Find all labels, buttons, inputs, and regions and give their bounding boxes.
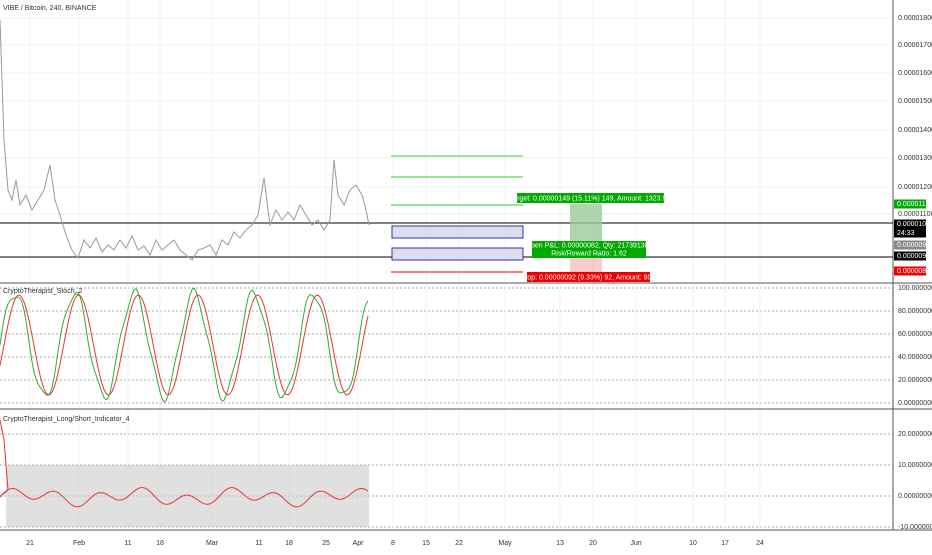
price-label: 0.00001500 <box>898 98 932 105</box>
price-tag <box>894 219 926 229</box>
price-tag <box>894 199 926 209</box>
price-label: 0.00001300 <box>898 155 932 162</box>
time-label: 15 <box>422 540 430 547</box>
target-label: Target: 0.00000149 (15.11%) 149, Amount:… <box>510 195 671 202</box>
axis-label: 100.00000000 <box>898 285 932 292</box>
target-box <box>517 193 664 203</box>
price-tag <box>894 240 926 250</box>
price-label: 0.00001700 <box>898 42 932 49</box>
stop-label: Stop: 0.00000092 (9.33%) 92, Amount: 800 <box>521 274 656 281</box>
price-line <box>0 19 370 261</box>
indicator-name: CryptoTherapist_Stoch_2 <box>3 288 82 295</box>
pnl-label: Open P&L: 0.00000082, Qty: 217391304 <box>526 242 653 249</box>
axis-label: 80.00000000 <box>898 308 932 315</box>
time-label: Mar <box>206 540 219 547</box>
price-tag-label: 0.00000894 <box>897 268 932 275</box>
price-tag <box>894 251 926 261</box>
price-tag-label: 0.00001068 <box>897 221 932 228</box>
time-label: 18 <box>156 540 164 547</box>
axis-label: -10.00000000 <box>898 524 932 531</box>
time-label: 8 <box>391 540 395 547</box>
price-label: 0.00001200 <box>898 184 932 191</box>
stoch-fast <box>0 287 369 403</box>
time-label: 25 <box>322 540 330 547</box>
price-tag-label: 0.00001135 <box>897 201 932 208</box>
axis-label: 10.00000000 <box>898 462 932 469</box>
time-label: Apr <box>353 540 365 547</box>
time-label: May <box>498 540 512 547</box>
time-label: 20 <box>589 540 597 547</box>
price-label: 0.00001100 <box>898 211 932 218</box>
price-tag <box>894 228 926 238</box>
profit-zone <box>570 204 602 242</box>
dynamic-layer: 0.00001800 0.00001700 0.00001600 0.00001500… <box>0 15 932 547</box>
indicator-name: CryptoTherapist_Long/Short_Indicator_4 <box>3 416 130 423</box>
time-label: Feb <box>73 540 85 547</box>
pnl-box <box>532 241 646 258</box>
rr-label: Risk/Reward Ratio: 1.62 <box>551 250 627 257</box>
grid <box>0 0 893 530</box>
stop-box <box>527 272 650 282</box>
long-short-line <box>0 419 369 508</box>
price-label: 0.00001600 <box>898 70 932 77</box>
time-label: 17 <box>721 540 729 547</box>
price-tag-label: 0.00000986 <box>897 242 932 249</box>
axis-label: 40.00000000 <box>898 354 932 361</box>
time-label: 13 <box>556 540 564 547</box>
time-label: 18 <box>285 540 293 547</box>
time-label: 10 <box>689 540 697 547</box>
chart-title: VIBE / Bitcoin, 240, BINANCE <box>3 5 97 12</box>
indicator-band <box>6 465 369 527</box>
time-label: 21 <box>26 540 34 547</box>
time-label: 11 <box>255 540 262 547</box>
time-label: 11 <box>124 540 131 547</box>
axis-label: 0.00000000 <box>898 400 932 407</box>
time-label: 24 <box>756 540 764 547</box>
zone-box <box>391 225 524 239</box>
stoch-slow <box>0 294 369 396</box>
price-tag-label: 24:33 <box>897 230 915 237</box>
price-label: 0.00001800 <box>898 15 932 22</box>
price-label: 0.00001400 <box>898 127 932 134</box>
price-tag <box>894 266 926 276</box>
price-tag-label: 0.00000952 <box>897 253 932 260</box>
axis-label: 0.00000000 <box>898 493 932 500</box>
time-label: 22 <box>455 540 463 547</box>
axis-label: 20.00000000 <box>898 377 932 384</box>
zone-box <box>391 247 524 261</box>
axis-label: 20.00000000 <box>898 431 932 438</box>
time-label: Jun <box>630 540 641 547</box>
axis-label: 60.00000000 <box>898 331 932 338</box>
